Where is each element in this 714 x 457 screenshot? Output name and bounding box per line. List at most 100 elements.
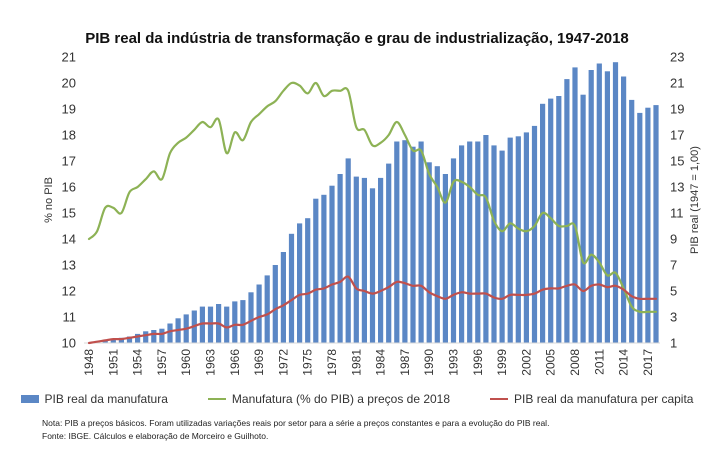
left-tick-label: 11: [63, 310, 77, 325]
bar-2001: [515, 136, 521, 343]
legend: PIB real da manufatura Manufatura (% do …: [0, 392, 714, 406]
left-tick-label: 10: [62, 336, 76, 351]
x-tick-label: 1963: [204, 349, 218, 376]
bar-1990: [426, 162, 432, 343]
bar-1997: [483, 135, 489, 343]
bar-1952: [118, 337, 124, 343]
bar-1957: [159, 328, 165, 343]
x-tick-label: 1972: [276, 349, 290, 376]
left-tick-label: 14: [62, 232, 76, 247]
legend-label: PIB real da manufatura: [44, 392, 168, 406]
bar-1993: [450, 158, 457, 343]
bar-1996: [475, 141, 481, 343]
right-tick-label: 1: [670, 336, 677, 351]
legend-line-swatch-icon: [490, 398, 509, 400]
right-tick-label: 9: [670, 232, 677, 247]
x-tick-label: 1978: [325, 349, 339, 376]
left-tick-label: 15: [62, 206, 76, 221]
bar-1971: [272, 265, 278, 343]
left-tick-label: 18: [62, 128, 76, 143]
right-tick-label: 5: [670, 284, 677, 299]
bar-series-pib-real: [94, 62, 659, 344]
note-text: Nota: PIB a preços básicos. Foram utiliz…: [42, 418, 550, 428]
bar-1999: [499, 150, 505, 343]
bar-1969: [256, 284, 262, 343]
right-tick-label: 15: [670, 154, 684, 169]
left-tick-label: 13: [62, 258, 76, 273]
bar-1980: [345, 158, 351, 343]
legend-label: PIB real da manufatura per capita: [514, 392, 694, 406]
bar-1950: [102, 340, 108, 343]
x-tick-label: 1954: [131, 349, 145, 376]
bar-2016: [637, 112, 643, 344]
bar-1984: [378, 177, 384, 343]
x-tick-label: 1960: [179, 349, 193, 376]
x-tick-label: 1975: [301, 349, 315, 376]
bar-1956: [151, 330, 157, 343]
bar-1963: [207, 306, 214, 343]
bar-1985: [386, 163, 392, 343]
legend-item-pib-real[interactable]: PIB real da manufatura: [20, 392, 168, 406]
left-tick-label: 17: [62, 154, 76, 169]
bar-1976: [313, 198, 319, 343]
bar-1974: [297, 223, 303, 343]
line-manufatura-pct-pib: [87, 81, 658, 314]
bar-1968: [248, 292, 254, 343]
bar-1978: [329, 185, 335, 343]
bar-2018: [653, 105, 659, 343]
bar-1983: [369, 188, 376, 343]
legend-bar-swatch-icon: [20, 395, 39, 403]
x-tick-label: 2002: [519, 349, 533, 376]
bar-1972: [280, 252, 286, 343]
x-tick-label: 1993: [447, 349, 461, 376]
bar-1979: [337, 174, 343, 343]
x-tick-label: 2011: [592, 349, 606, 375]
legend-item-per-capita[interactable]: PIB real da manufatura per capita: [490, 392, 693, 406]
left-tick-label: 19: [62, 102, 76, 117]
bar-2015: [629, 99, 635, 344]
bar-1987: [402, 140, 408, 343]
legend-item-manufatura-pct[interactable]: Manufatura (% do PIB) a preços de 2018: [207, 392, 451, 406]
left-tick-label: 16: [62, 180, 76, 195]
bar-1995: [467, 141, 473, 343]
right-tick-label: 13: [670, 180, 684, 195]
line-pib-per-capita: [87, 275, 658, 345]
bar-2005: [548, 98, 554, 343]
bar-2003: [531, 125, 538, 344]
right-tick-label: 17: [670, 128, 684, 143]
x-tick-label: 2014: [617, 349, 631, 376]
bar-2014: [621, 76, 627, 343]
right-tick-label: 21: [670, 76, 684, 91]
right-tick-label: 11: [670, 206, 684, 221]
bar-1958: [167, 323, 173, 343]
chart-title: PIB real da indústria de transformação e…: [85, 30, 629, 47]
bar-1962: [199, 306, 205, 343]
right-tick-label: 23: [670, 50, 684, 65]
bar-2017: [645, 107, 651, 343]
bar-1991: [434, 166, 440, 343]
bar-1998: [491, 145, 497, 343]
bar-1992: [442, 174, 448, 343]
x-tick-label: 1990: [422, 349, 436, 376]
bar-2004: [540, 103, 546, 343]
bar-2010: [588, 70, 594, 343]
bar-2006: [556, 96, 562, 343]
bar-1989: [418, 141, 424, 343]
bar-1986: [394, 141, 400, 343]
bar-1967: [240, 300, 246, 343]
footnotes: Nota: PIB a preços básicos. Foram utiliz…: [42, 417, 549, 443]
bar-2002: [523, 132, 529, 343]
x-tick-label: 1966: [228, 349, 242, 376]
bar-1970: [264, 275, 270, 343]
bar-2011: [596, 63, 602, 343]
left-tick-label: 12: [62, 284, 76, 299]
bar-1988: [410, 146, 416, 343]
bar-1981: [353, 176, 359, 343]
right-tick-label: 19: [670, 102, 684, 117]
x-tick-label: 1999: [495, 349, 509, 376]
left-tick-label: 20: [62, 76, 76, 91]
right-axis-title: PIB real (1947 = 1,00): [689, 146, 701, 254]
legend-label: Manufatura (% do PIB) a preços de 2018: [231, 392, 451, 406]
